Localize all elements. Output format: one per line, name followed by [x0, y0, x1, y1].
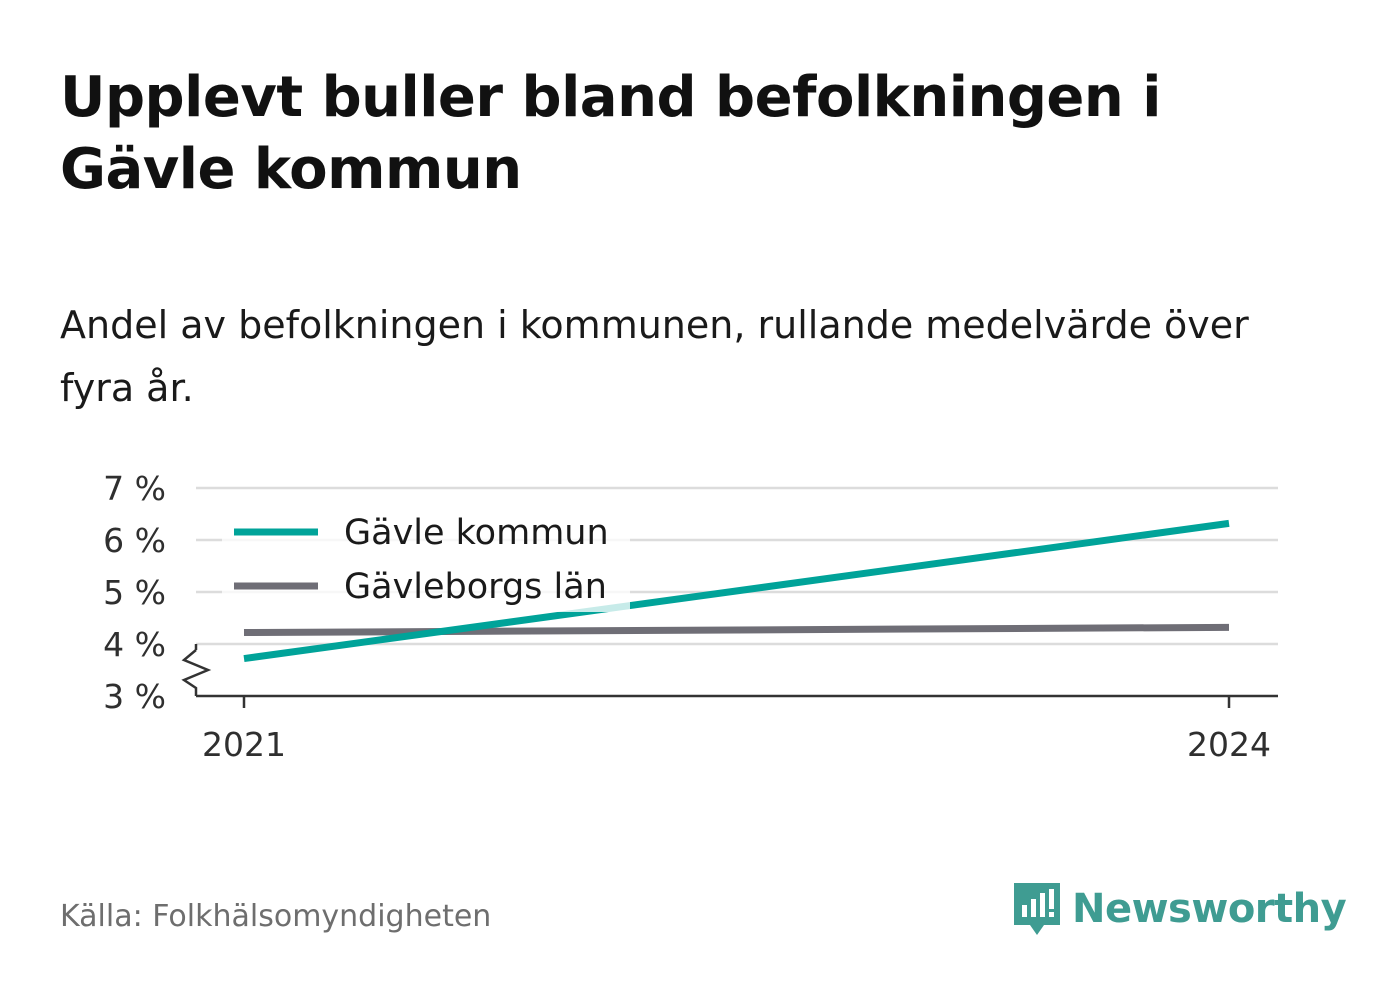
series-line	[243, 623, 1230, 637]
y-tick-label: 5 %	[103, 573, 166, 612]
legend-label: Gävle kommun	[344, 513, 609, 553]
source-note: Källa: Folkhälsomyndigheten	[60, 899, 492, 934]
series-lines	[243, 519, 1230, 663]
legend: Gävle kommun Gävleborgs län	[222, 494, 630, 612]
legend-background	[222, 494, 630, 612]
line-chart: 3 %4 %5 %6 %7 % 2021 2024 Gävle kommunGäv…	[103, 469, 1278, 764]
y-tick-label: 6 %	[103, 521, 166, 560]
x-axis-ticks: 2021 2024	[202, 696, 1271, 764]
chart-title: Upplevt buller bland befolkningen i Gävl…	[60, 65, 1161, 202]
y-axis-break	[181, 649, 212, 696]
y-tick-label: 3 %	[103, 677, 166, 716]
newsworthy-logo-icon	[1014, 883, 1060, 935]
y-axis-ticks: 3 % 4 % 5 % 6 % 7 %	[103, 469, 166, 716]
chart-subtitle: Andel av befolkningen i kommunen, rullan…	[60, 303, 1249, 410]
x-tick-label: 2021	[202, 725, 286, 764]
legend-label: Gävleborgs län	[344, 567, 607, 607]
x-tick-label: 2024	[1187, 725, 1271, 764]
newsworthy-logo: Newsworthy	[1010, 879, 1347, 939]
series-line	[243, 519, 1230, 663]
newsworthy-logo-text: Newsworthy	[1072, 886, 1347, 932]
y-tick-label: 4 %	[103, 625, 166, 664]
y-tick-label: 7 %	[103, 469, 166, 508]
axes	[181, 644, 1278, 698]
